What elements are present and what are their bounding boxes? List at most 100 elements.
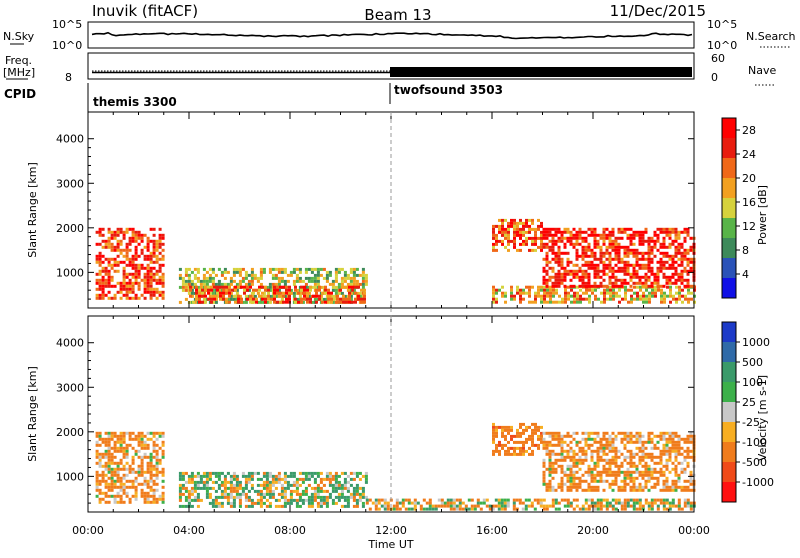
echo-cell	[404, 507, 408, 511]
echo-cell	[113, 470, 117, 474]
echo-cell	[584, 281, 588, 285]
echo-cell	[155, 245, 159, 249]
echo-cell	[214, 504, 218, 508]
echo-cell	[95, 281, 99, 285]
echo-cell	[122, 488, 126, 492]
echo-cell	[501, 221, 504, 225]
echo-cell	[128, 272, 132, 276]
echo-cell	[554, 278, 558, 282]
echo-cell	[575, 476, 579, 480]
echo-cell	[198, 291, 201, 295]
echo-cell	[181, 285, 185, 289]
echo-cell	[214, 471, 218, 475]
echo-cell	[522, 446, 525, 450]
echo-cell	[584, 458, 588, 462]
echo-cell	[507, 446, 510, 450]
echo-cell	[572, 461, 576, 465]
echo-cell	[623, 507, 627, 511]
echo-cell	[205, 471, 209, 475]
echo-cell	[537, 285, 540, 289]
echo-cell	[500, 507, 504, 511]
echo-cell	[107, 275, 111, 279]
echo-cell	[476, 498, 480, 502]
echo-cell	[684, 294, 687, 298]
echo-cell	[683, 257, 687, 261]
echo-cell	[137, 296, 141, 300]
echo-cell	[340, 492, 344, 496]
echo-cell	[557, 227, 561, 231]
echo-cell	[608, 449, 612, 453]
echo-cell	[229, 492, 233, 496]
echo-cell	[632, 248, 636, 252]
echo-cell	[635, 464, 639, 468]
echo-cell	[351, 288, 354, 292]
echo-cell	[128, 263, 132, 267]
echo-cell	[122, 266, 126, 270]
echo-cell	[276, 300, 279, 304]
echo-cell	[566, 452, 570, 456]
echo-cell	[217, 288, 221, 292]
echo-cell	[602, 504, 606, 508]
echo-cell	[137, 269, 141, 273]
echo-cell	[158, 275, 162, 279]
echo-cell	[155, 449, 159, 453]
echo-cell	[677, 507, 681, 511]
echo-cell	[650, 504, 654, 508]
echo-cell	[680, 272, 684, 276]
echo-cell	[252, 300, 255, 304]
echo-cell	[582, 291, 585, 295]
echo-cell	[137, 434, 141, 438]
echo-cell	[644, 501, 648, 505]
echo-cell	[131, 257, 135, 261]
echo-cell	[620, 431, 624, 435]
echo-cell	[158, 290, 162, 294]
echo-cell	[605, 266, 609, 270]
station-title: Inuvik (fitACF)	[92, 2, 198, 20]
echo-cell	[513, 452, 516, 456]
echo-cell	[204, 300, 207, 304]
echo-cell	[683, 501, 687, 505]
echo-cell	[674, 443, 678, 447]
echo-cell	[660, 291, 663, 295]
echo-cell	[656, 434, 660, 438]
echo-cell	[268, 483, 272, 487]
echo-cell	[548, 245, 552, 249]
echo-cell	[614, 257, 618, 261]
echo-cell	[140, 446, 144, 450]
echo-cell	[241, 267, 245, 271]
echo-cell	[557, 269, 561, 273]
echo-cell	[128, 248, 132, 252]
noise-left-label: N.Sky	[3, 30, 35, 43]
echo-cell	[608, 461, 612, 465]
echo-cell	[531, 242, 534, 246]
colorbar-tick-label: 20	[742, 172, 756, 185]
echo-cell	[181, 474, 185, 478]
echo-cell	[635, 440, 639, 444]
echo-cell	[587, 473, 591, 477]
echo-cell	[250, 282, 254, 286]
echo-cell	[626, 455, 630, 459]
echo-cell	[104, 245, 108, 249]
echo-cell	[663, 294, 666, 298]
echo-cell	[653, 470, 657, 474]
echo-cell	[653, 278, 657, 282]
echo-cell	[663, 300, 666, 304]
echo-cell	[295, 297, 299, 301]
echo-cell	[557, 440, 561, 444]
echo-cell	[521, 507, 525, 511]
echo-cell	[593, 504, 597, 508]
echo-cell	[495, 288, 498, 292]
echo-cell	[581, 257, 585, 261]
echo-cell	[557, 260, 561, 264]
echo-cell	[593, 254, 597, 258]
echo-cell	[201, 288, 204, 292]
echo-cell	[181, 504, 185, 508]
echo-cell	[566, 449, 570, 453]
echo-cell	[683, 504, 687, 508]
echo-cell	[152, 293, 156, 297]
echo-cell	[95, 257, 99, 261]
echo-cell	[419, 507, 423, 511]
echo-cell	[650, 269, 654, 273]
echo-cell	[190, 270, 194, 274]
echo-cell	[495, 291, 498, 295]
